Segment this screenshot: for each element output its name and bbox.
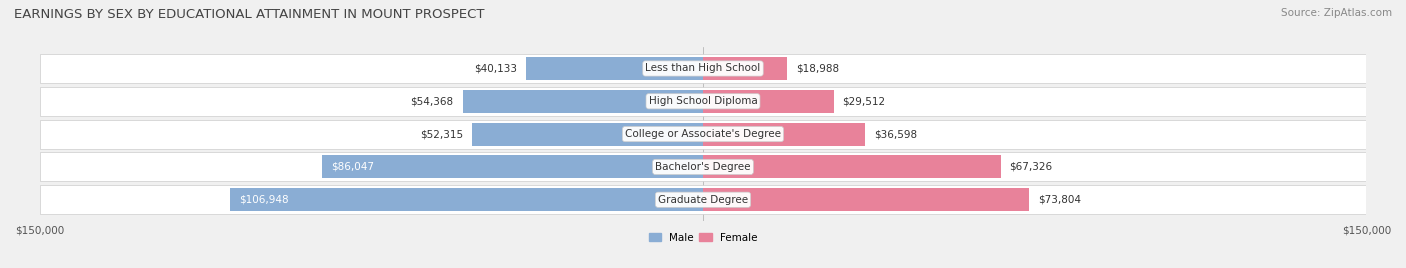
Text: $36,598: $36,598 (873, 129, 917, 139)
Legend: Male, Female: Male, Female (644, 229, 762, 247)
Bar (471, 123, 703, 146)
Bar (703, 155, 1001, 178)
Text: Bachelor's Degree: Bachelor's Degree (655, 162, 751, 172)
Text: $86,047: $86,047 (332, 162, 374, 172)
Text: High School Diploma: High School Diploma (648, 96, 758, 106)
Bar (322, 155, 703, 178)
Bar (526, 57, 703, 80)
Bar (703, 90, 834, 113)
Bar (39, 54, 1367, 83)
Bar (703, 57, 787, 80)
Text: $54,368: $54,368 (411, 96, 454, 106)
Bar (39, 152, 1367, 181)
Text: $106,948: $106,948 (239, 195, 288, 205)
Bar (703, 188, 1029, 211)
Text: $67,326: $67,326 (1010, 162, 1053, 172)
Text: $52,315: $52,315 (419, 129, 463, 139)
Text: $18,988: $18,988 (796, 64, 839, 73)
Bar (39, 87, 1367, 116)
Text: $40,133: $40,133 (474, 64, 516, 73)
Text: Graduate Degree: Graduate Degree (658, 195, 748, 205)
Text: Source: ZipAtlas.com: Source: ZipAtlas.com (1281, 8, 1392, 18)
Bar (463, 90, 703, 113)
Text: Less than High School: Less than High School (645, 64, 761, 73)
Text: College or Associate's Degree: College or Associate's Degree (626, 129, 780, 139)
Bar (703, 123, 865, 146)
Bar (39, 120, 1367, 148)
Text: EARNINGS BY SEX BY EDUCATIONAL ATTAINMENT IN MOUNT PROSPECT: EARNINGS BY SEX BY EDUCATIONAL ATTAINMEN… (14, 8, 485, 21)
Bar (39, 185, 1367, 214)
Bar (231, 188, 703, 211)
Text: $73,804: $73,804 (1038, 195, 1081, 205)
Text: $29,512: $29,512 (842, 96, 886, 106)
